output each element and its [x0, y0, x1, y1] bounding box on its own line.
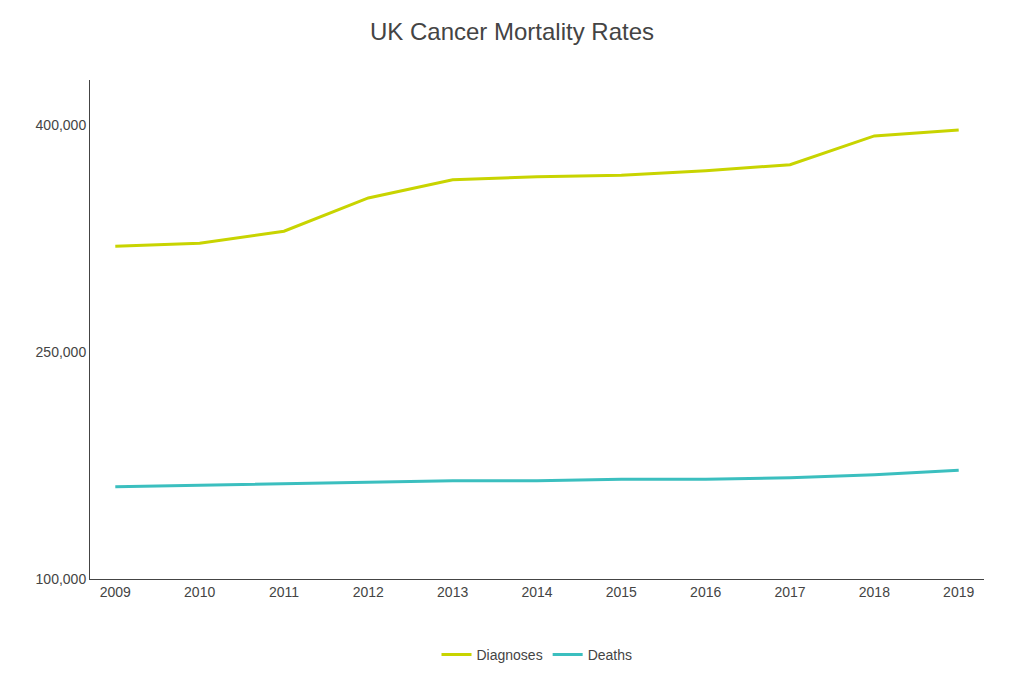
svg-text:100,000: 100,000 — [36, 571, 87, 587]
svg-text:2013: 2013 — [437, 584, 468, 600]
svg-text:2009: 2009 — [100, 584, 131, 600]
svg-text:2019: 2019 — [943, 584, 974, 600]
svg-text:2012: 2012 — [353, 584, 384, 600]
svg-text:2010: 2010 — [184, 584, 215, 600]
svg-text:Deaths: Deaths — [588, 647, 632, 663]
svg-text:UK Cancer Mortality Rates: UK Cancer Mortality Rates — [370, 18, 654, 45]
svg-text:2016: 2016 — [690, 584, 721, 600]
svg-text:2017: 2017 — [774, 584, 805, 600]
svg-text:250,000: 250,000 — [36, 344, 87, 360]
svg-text:2011: 2011 — [269, 584, 299, 600]
svg-text:2014: 2014 — [521, 584, 552, 600]
svg-text:Diagnoses: Diagnoses — [477, 647, 543, 663]
svg-text:400,000: 400,000 — [36, 117, 87, 133]
svg-text:2018: 2018 — [859, 584, 890, 600]
svg-text:2015: 2015 — [606, 584, 637, 600]
